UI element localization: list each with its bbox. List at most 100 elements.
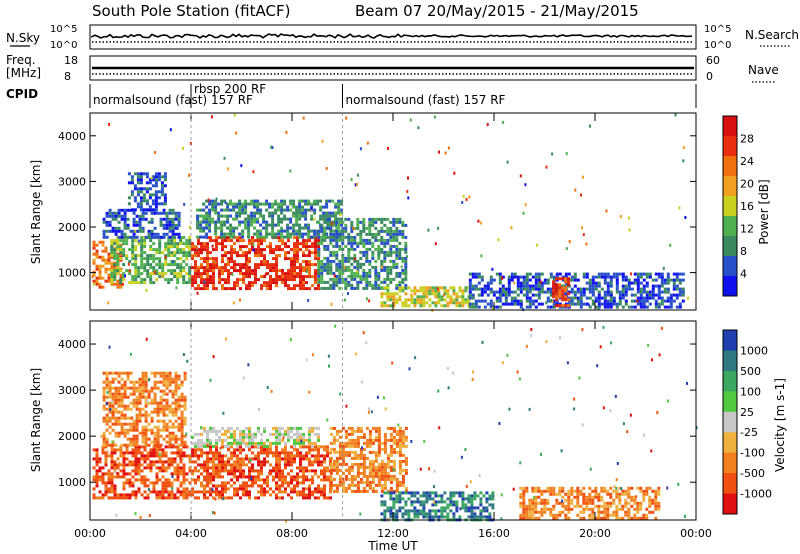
heatmap-cell [208, 223, 212, 227]
heatmap-cell [350, 489, 354, 493]
heatmap-cell [131, 239, 135, 243]
heatmap-cell [251, 432, 254, 436]
heatmap-cell [540, 284, 544, 288]
heatmap-cell [182, 251, 186, 255]
heatmap-cell [389, 480, 393, 484]
heatmap-cell [179, 239, 183, 243]
heatmap-cell [221, 457, 224, 461]
heatmap-cell [356, 217, 360, 221]
heatmap-cell [247, 229, 251, 233]
heatmap-cell [159, 374, 163, 378]
heatmap-cell [167, 460, 171, 464]
heatmap-cell [164, 260, 168, 264]
heatmap-cell [290, 257, 293, 261]
heatmap-cell [365, 271, 369, 275]
heatmap-cell [281, 481, 284, 485]
heatmap-cell [513, 290, 517, 294]
heatmap-cell [134, 266, 138, 270]
heatmap-cell [329, 268, 333, 272]
heatmap-cell [446, 503, 450, 507]
heatmap-cell [365, 247, 369, 251]
heatmap-cell [206, 272, 209, 276]
heatmap-cell [341, 265, 345, 269]
heatmap-cell [101, 478, 105, 482]
heatmap-cell [603, 272, 607, 276]
heatmap-cell [239, 496, 242, 500]
heatmap-cell [275, 245, 278, 249]
heatmap-cell [162, 374, 166, 378]
heatmap-cell [352, 227, 355, 231]
heatmap-cell [645, 272, 649, 276]
heatmap-cell [126, 404, 130, 408]
heatmap-cell [265, 208, 269, 212]
heatmap-cell [501, 290, 505, 294]
heatmap-cell [248, 432, 251, 436]
heatmap-cell [305, 245, 308, 249]
heatmap-cell [247, 232, 251, 236]
heatmap-cell [212, 496, 215, 500]
heatmap-cell [395, 274, 399, 278]
heatmap-cell [377, 277, 381, 281]
heatmap-cell [314, 457, 317, 461]
heatmap-cell [139, 178, 143, 182]
heatmap-cell [152, 257, 156, 261]
heatmap-cell [266, 284, 269, 288]
heatmap-cell [130, 208, 134, 212]
heatmap-cell [98, 282, 102, 286]
heatmap-cell [119, 454, 123, 458]
heatmap-cell [419, 301, 423, 305]
heatmap-cell [152, 269, 156, 273]
heatmap-cell [317, 253, 321, 257]
heatmap-cell [254, 254, 257, 258]
heatmap-cell [131, 448, 135, 452]
heatmap-cell [332, 468, 336, 472]
heatmap-cell [215, 236, 218, 240]
heatmap-cell [157, 202, 161, 206]
heatmap-cell [136, 193, 140, 197]
heatmap-cell [123, 386, 127, 390]
heatmap-cell [114, 371, 118, 375]
heatmap-cell [615, 305, 619, 309]
heatmap-cell [151, 202, 155, 206]
heatmap-cell [268, 202, 272, 206]
heatmap-cell [144, 395, 148, 399]
heatmap-cell [268, 214, 272, 218]
heatmap-cell [395, 256, 399, 260]
heatmap-cell [191, 460, 194, 464]
heatmap-cell [331, 214, 335, 218]
heatmap-cell [648, 293, 652, 297]
heatmap-cell [401, 286, 405, 290]
heatmap-cell [666, 275, 670, 279]
heatmap-cell [140, 278, 144, 282]
heatmap-cell [341, 444, 345, 448]
heatmap-cell [618, 272, 622, 276]
heatmap-cell [108, 404, 112, 408]
heatmap-cell [167, 496, 171, 500]
heatmap-cell [165, 425, 169, 429]
heatmap-cell [211, 199, 215, 203]
heatmap-cell [153, 398, 157, 402]
heatmap-cell [573, 272, 577, 276]
heatmap-cell [230, 478, 233, 482]
heatmap-cell [392, 292, 396, 296]
heatmap-cell [227, 239, 230, 243]
heatmap-cell [329, 490, 332, 494]
heatmap-cell [168, 425, 172, 429]
heatmap-cell [392, 235, 396, 239]
heatmap-cell [535, 243, 538, 247]
heatmap-cell [558, 302, 562, 306]
heatmap-cell [275, 457, 278, 461]
heatmap-cell [120, 401, 124, 405]
heatmap-cell [413, 512, 417, 516]
heatmap-cell [126, 443, 130, 447]
heatmap-cell [239, 484, 242, 488]
heatmap-cell [323, 478, 326, 482]
heatmap-cell [242, 493, 245, 497]
heatmap-cell [395, 444, 399, 448]
heatmap-cell [131, 481, 135, 485]
heatmap-cell [185, 257, 189, 261]
heatmap-cell [205, 217, 209, 221]
heatmap-cell [176, 487, 180, 491]
heatmap-cell [573, 278, 577, 282]
heatmap-cell [502, 120, 505, 124]
